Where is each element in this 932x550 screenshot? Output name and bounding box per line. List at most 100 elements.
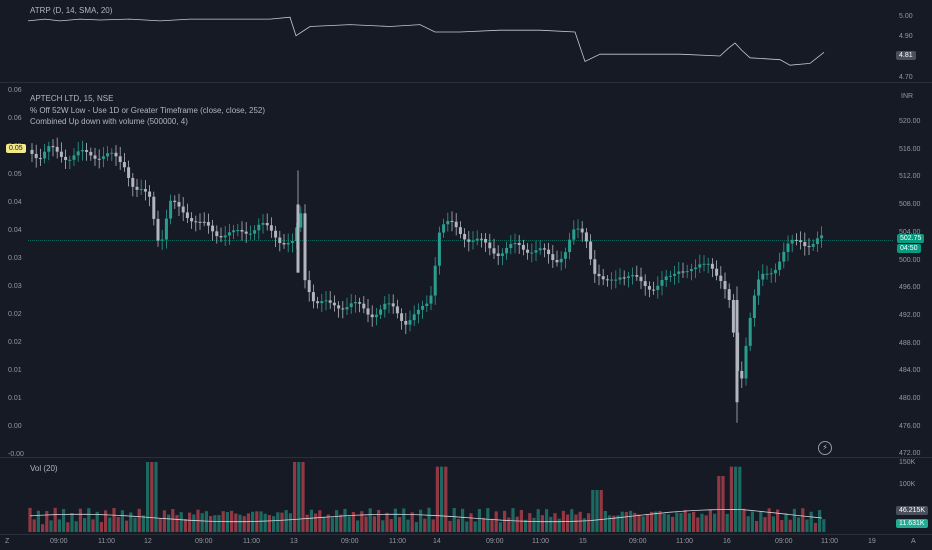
candle-body	[757, 279, 761, 296]
candle-body	[257, 224, 261, 231]
volume-bar	[671, 516, 675, 532]
candle-body	[744, 345, 748, 379]
candle-body	[34, 153, 38, 159]
candle-body	[605, 279, 609, 281]
time-label: 09:00	[775, 538, 793, 545]
candle-body	[198, 221, 202, 223]
indicator-52w-low[interactable]: % Off 52W Low - Use 1D or Greater Timefr…	[30, 106, 266, 115]
volume-bar	[167, 514, 171, 532]
candle-body	[782, 251, 786, 262]
candle-body	[622, 277, 626, 279]
volume-bar	[528, 513, 532, 532]
atr-tick-500: 5.00	[899, 13, 913, 20]
candle-body	[484, 238, 488, 243]
volume-bar	[616, 515, 620, 532]
time-label: 12	[144, 538, 152, 545]
time-label: 11:00	[821, 538, 838, 545]
volume-bar	[599, 490, 603, 532]
candle-body	[618, 277, 622, 280]
volume-bar	[91, 519, 95, 532]
candle-body	[307, 280, 311, 293]
volume-bar	[314, 513, 318, 532]
candle-body	[643, 281, 647, 287]
volume-bar	[435, 466, 439, 532]
candle-body	[286, 243, 290, 245]
volume-bar	[755, 520, 759, 532]
volume-bar	[750, 511, 754, 532]
left-scale-tick: 0.01	[8, 395, 22, 402]
price-tick: 516.00	[899, 145, 921, 153]
volume-bar	[650, 511, 654, 532]
volume-bar	[381, 520, 385, 532]
candle-body	[563, 252, 567, 259]
volume-bar	[36, 510, 40, 532]
candle-body	[572, 229, 576, 240]
volume-bar	[633, 512, 637, 532]
price-tick: 472.00	[899, 450, 921, 458]
time-label: 14	[433, 538, 441, 545]
candle-body	[143, 189, 147, 192]
pane-separator-1	[0, 82, 932, 83]
volume-bar	[322, 516, 326, 532]
volume-bar	[557, 518, 561, 532]
candle-body	[55, 146, 59, 152]
candle-body	[169, 200, 173, 219]
candle-body	[152, 196, 156, 219]
volume-bar	[477, 509, 481, 532]
volume-bar	[553, 513, 557, 532]
candle-body	[93, 155, 97, 159]
volume-bar	[666, 514, 670, 532]
left-scale-badge: 0.05	[6, 144, 26, 153]
candle-body	[647, 286, 651, 290]
auto-scale-icon[interactable]: A	[911, 538, 916, 545]
symbol-title[interactable]: APTECH LTD, 15, NSE	[30, 94, 114, 103]
indicator-up-down-volume[interactable]: Combined Up down with volume (500000, 4)	[30, 117, 188, 126]
candle-body	[299, 213, 303, 228]
candle-body	[803, 242, 807, 247]
volume-bar	[339, 514, 343, 532]
candle-body	[815, 238, 819, 245]
candle-body	[236, 229, 240, 231]
candle-body	[513, 243, 517, 245]
candle-body	[135, 186, 139, 190]
price-tick: 504.00	[899, 228, 921, 236]
last-price-badge: 502.75	[897, 234, 925, 243]
volume-bar	[456, 519, 460, 532]
volume-bar	[347, 516, 351, 532]
candle-body	[584, 232, 588, 242]
volume-bar	[545, 509, 549, 532]
lightning-icon[interactable]: ⚡	[818, 441, 832, 455]
time-label: 11:00	[98, 538, 115, 545]
candle-body	[202, 221, 206, 223]
volume-bar	[780, 520, 784, 532]
time-label: 09:00	[50, 538, 68, 545]
candle-body	[509, 243, 513, 249]
candle-body	[681, 271, 685, 273]
volume-bar	[267, 515, 271, 532]
time-label: 11:00	[532, 538, 549, 545]
candle-body	[593, 259, 597, 274]
volume-bar	[183, 519, 187, 532]
volume-bar	[444, 466, 448, 532]
volume-bar	[624, 511, 628, 532]
volume-bar	[66, 522, 70, 532]
volume-bar	[200, 513, 204, 532]
volume-bar	[776, 509, 780, 532]
volume-bar	[792, 508, 796, 532]
candle-body	[706, 263, 710, 265]
candle-body	[748, 317, 752, 346]
candle-body	[395, 306, 399, 314]
price-tick: 492.00	[899, 311, 921, 319]
timezone-icon[interactable]: Z	[5, 538, 10, 545]
volume-title[interactable]: Vol (20)	[30, 464, 58, 473]
volume-bar	[125, 520, 129, 532]
candle-body	[324, 300, 328, 302]
candle-body	[807, 246, 811, 248]
candle-body	[362, 303, 366, 309]
atr-title: ATRP (D, 14, SMA, 20)	[30, 6, 113, 15]
candle-body	[463, 233, 467, 240]
volume-bar	[133, 517, 137, 532]
candle-body	[122, 162, 126, 168]
volume-bar	[482, 517, 486, 532]
